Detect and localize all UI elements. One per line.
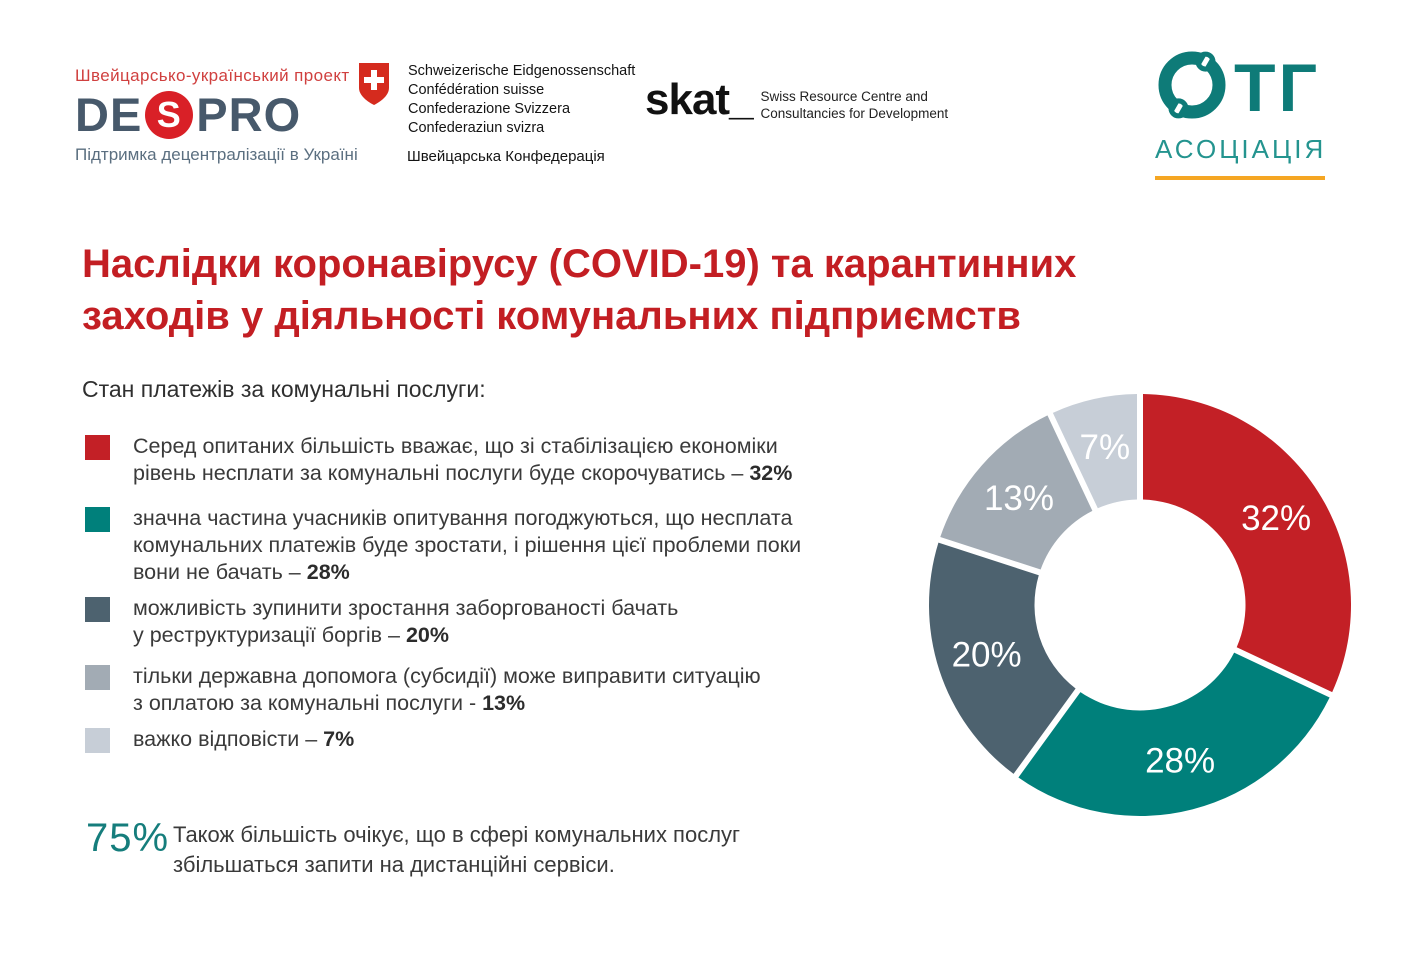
- swiss-name-it: Confederazione Svizzera: [408, 101, 571, 117]
- legend-item: значна частина учасників опитування пого…: [85, 505, 801, 586]
- donut-segment: [1143, 394, 1352, 693]
- despro-logo: Швейцарсько-український проект DE S PRO …: [75, 66, 358, 165]
- legend-item: важко відповісти – 7%: [85, 726, 354, 753]
- swiss-shield-icon: [358, 62, 390, 138]
- otg-association-logo: ТГ АСОЦІАЦІЯ: [1155, 48, 1326, 180]
- swiss-name-de: Schweizerische Eidgenossenschaft: [408, 63, 636, 79]
- donut-segment: [929, 542, 1076, 774]
- donut-segment-label: 7%: [1080, 428, 1131, 467]
- donut-segment: [1052, 394, 1137, 509]
- otg-caption: АСОЦІАЦІЯ: [1155, 134, 1327, 164]
- despro-tagline: Підтримка децентралізації в Україні: [75, 145, 358, 164]
- swiss-name-lines: Schweizerische Eidgenossenschaft Confédé…: [408, 62, 635, 138]
- donut-segment-label: 28%: [1145, 742, 1215, 781]
- swiss-name-fr: Confédération suisse: [408, 82, 545, 98]
- despro-s-icon: S: [145, 91, 194, 139]
- legend-swatch: [85, 728, 110, 753]
- legend-item-text: можливість зупинити зростання заборгован…: [133, 596, 679, 647]
- donut-chart: 32% 28% 20% 13% 7%: [925, 390, 1355, 820]
- footnote-line1: Також більшість очікує, що в сфері комун…: [173, 822, 741, 847]
- legend-item-text: тільки державна допомога (субсидії) може…: [133, 664, 761, 715]
- despro-wordmark: DE S PRO: [75, 90, 358, 140]
- donut-segment-label: 32%: [1241, 499, 1311, 538]
- page-title-line2: заходів у діяльності комунальних підприє…: [82, 294, 1021, 338]
- donut-chart-svg: 32% 28% 20% 13% 7%: [929, 394, 1352, 816]
- despro-wordmark-pro: PRO: [196, 88, 302, 141]
- footnote-line2: збільшаться запити на дистанційні сервіс…: [173, 852, 615, 877]
- despro-wordmark-de: DE: [75, 88, 143, 141]
- donut-segment: [940, 415, 1093, 570]
- legend-swatch: [85, 435, 110, 460]
- footnote-stat: 75%: [86, 816, 170, 860]
- otg-chain-o-icon: [1155, 48, 1229, 127]
- legend-item: Серед опитаних більшість вважає, що зі с…: [85, 433, 792, 487]
- section-subtitle: Стан платежів за комунальні послуги:: [82, 376, 486, 402]
- swiss-caption-ua: Швейцарська Конфедерація: [407, 148, 605, 165]
- legend-swatch: [85, 597, 110, 622]
- despro-project-line: Швейцарсько-український проект: [75, 66, 350, 85]
- legend-swatch: [85, 665, 110, 690]
- page-title: Наслідки коронавірусу (COVID-19) та кара…: [82, 238, 1076, 342]
- otg-wordmark: ТГ: [1155, 48, 1326, 127]
- donut-segment-label: 20%: [952, 635, 1022, 674]
- footnote-text: Також більшість очікує, що в сфері комун…: [173, 820, 740, 880]
- swiss-confederation-logo: Schweizerische Eidgenossenschaft Confédé…: [358, 62, 635, 138]
- donut-segment: [1018, 652, 1330, 816]
- legend-swatch: [85, 507, 110, 532]
- donut-segment-label: 13%: [984, 479, 1054, 518]
- skat-caption-line2: Consultancies for Development: [760, 105, 949, 121]
- legend-item-text: важко відповісти – 7%: [133, 727, 355, 751]
- skat-caption-line1: Swiss Resource Centre and: [760, 89, 928, 104]
- legend-item: тільки державна допомога (субсидії) може…: [85, 663, 761, 717]
- skat-caption: Swiss Resource Centre and Consultancies …: [761, 89, 949, 122]
- otg-underline: [1155, 176, 1325, 180]
- legend-item-text: Серед опитаних більшість вважає, що зі с…: [133, 434, 793, 485]
- skat-wordmark: skat_: [645, 75, 754, 124]
- page-title-line1: Наслідки коронавірусу (COVID-19) та кара…: [82, 242, 1077, 286]
- legend-item-text: значна частина учасників опитування пого…: [133, 506, 802, 584]
- skat-logo: skat_ Swiss Resource Centre and Consulta…: [645, 75, 949, 124]
- otg-wordmark-tg: ТГ: [1234, 49, 1321, 126]
- legend-item: можливість зупинити зростання заборгован…: [85, 595, 678, 649]
- swiss-name-rm: Confederaziun svizra: [408, 120, 545, 136]
